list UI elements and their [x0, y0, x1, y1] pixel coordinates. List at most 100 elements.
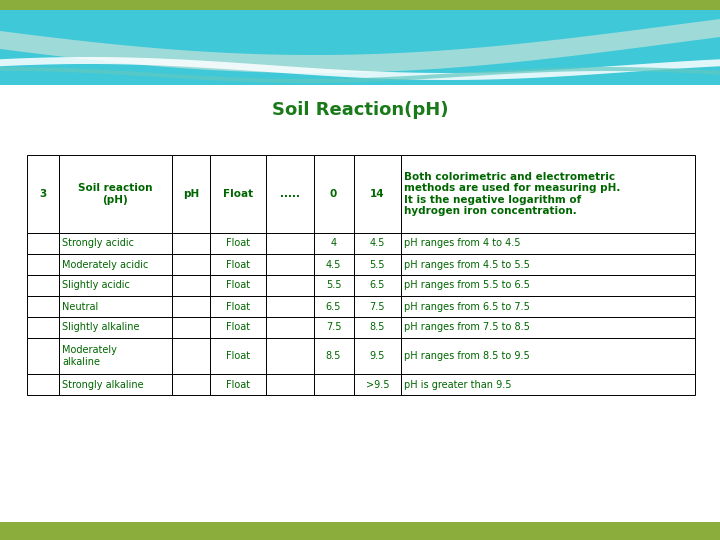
Text: 4.5: 4.5	[369, 239, 385, 248]
Polygon shape	[0, 19, 720, 73]
Text: 7.5: 7.5	[325, 322, 341, 333]
Bar	[266, 296, 313, 317]
Bar	[266, 338, 313, 374]
Bar	[59, 338, 171, 374]
Bar	[171, 296, 210, 317]
Text: Moderately
alkaline: Moderately alkaline	[62, 345, 117, 367]
Bar	[210, 233, 266, 254]
Bar	[401, 233, 695, 254]
Bar	[210, 317, 266, 338]
Text: pH ranges from 8.5 to 9.5: pH ranges from 8.5 to 9.5	[404, 351, 530, 361]
Text: Neutral: Neutral	[62, 301, 99, 312]
Polygon shape	[0, 57, 720, 80]
Polygon shape	[0, 67, 720, 83]
Text: 0: 0	[330, 189, 337, 199]
Text: Soil Reaction(pH): Soil Reaction(pH)	[271, 101, 449, 119]
Text: >9.5: >9.5	[366, 380, 389, 389]
Bar	[59, 275, 171, 296]
Bar	[313, 374, 354, 395]
Bar	[171, 338, 210, 374]
Text: 7.5: 7.5	[369, 301, 385, 312]
Text: pH ranges from 5.5 to 6.5: pH ranges from 5.5 to 6.5	[404, 280, 530, 291]
Bar	[27, 233, 59, 254]
Bar	[0, 10, 720, 85]
Bar	[27, 296, 59, 317]
Text: Float: Float	[226, 380, 250, 389]
Text: Float: Float	[226, 351, 250, 361]
Bar	[401, 155, 695, 233]
Bar	[354, 374, 401, 395]
Bar	[210, 275, 266, 296]
Text: Float: Float	[226, 301, 250, 312]
Bar	[401, 317, 695, 338]
Text: 6.5: 6.5	[369, 280, 385, 291]
Text: 9.5: 9.5	[369, 351, 385, 361]
Bar	[354, 296, 401, 317]
Text: 8.5: 8.5	[369, 322, 385, 333]
Bar	[59, 233, 171, 254]
Text: 5.5: 5.5	[325, 280, 341, 291]
Text: Float: Float	[223, 189, 253, 199]
Text: Float: Float	[226, 260, 250, 269]
Bar	[59, 254, 171, 275]
Bar	[354, 155, 401, 233]
Text: Soil reaction
(pH): Soil reaction (pH)	[78, 183, 153, 205]
Text: Float: Float	[226, 322, 250, 333]
Text: 5.5: 5.5	[369, 260, 385, 269]
Text: 3: 3	[40, 189, 47, 199]
Bar	[27, 338, 59, 374]
Bar	[401, 338, 695, 374]
Bar	[354, 233, 401, 254]
Bar	[171, 374, 210, 395]
Text: pH: pH	[183, 189, 199, 199]
Bar	[266, 317, 313, 338]
Text: 4.5: 4.5	[326, 260, 341, 269]
Text: Slightly alkaline: Slightly alkaline	[62, 322, 140, 333]
Bar	[313, 317, 354, 338]
Bar	[59, 374, 171, 395]
Bar	[210, 155, 266, 233]
Bar	[210, 254, 266, 275]
Bar	[401, 275, 695, 296]
Bar	[401, 254, 695, 275]
Bar	[354, 317, 401, 338]
Bar	[210, 338, 266, 374]
Text: Strongly alkaline: Strongly alkaline	[62, 380, 144, 389]
Bar	[27, 374, 59, 395]
Bar	[27, 275, 59, 296]
Text: pH ranges from 4.5 to 5.5: pH ranges from 4.5 to 5.5	[404, 260, 530, 269]
Text: .....: .....	[280, 189, 300, 199]
Bar	[171, 317, 210, 338]
Bar	[27, 317, 59, 338]
Bar	[313, 254, 354, 275]
Bar	[59, 296, 171, 317]
Bar	[171, 275, 210, 296]
Text: Strongly acidic: Strongly acidic	[62, 239, 134, 248]
Bar	[171, 233, 210, 254]
Bar	[59, 317, 171, 338]
Text: Both colorimetric and electrometric
methods are used for measuring pH.
It is the: Both colorimetric and electrometric meth…	[404, 172, 621, 217]
Text: 6.5: 6.5	[326, 301, 341, 312]
Bar	[266, 254, 313, 275]
Bar	[313, 296, 354, 317]
Bar	[313, 275, 354, 296]
Bar	[354, 338, 401, 374]
Text: Moderately acidic: Moderately acidic	[62, 260, 148, 269]
Bar	[401, 296, 695, 317]
Bar	[171, 254, 210, 275]
Bar	[59, 155, 171, 233]
Bar	[266, 275, 313, 296]
Text: 4: 4	[330, 239, 337, 248]
Text: pH ranges from 4 to 4.5: pH ranges from 4 to 4.5	[404, 239, 521, 248]
Text: pH ranges from 7.5 to 8.5: pH ranges from 7.5 to 8.5	[404, 322, 530, 333]
Text: Float: Float	[226, 280, 250, 291]
Bar	[354, 275, 401, 296]
Text: 8.5: 8.5	[326, 351, 341, 361]
Bar	[266, 374, 313, 395]
Text: Slightly acidic: Slightly acidic	[62, 280, 130, 291]
Bar	[27, 254, 59, 275]
Text: pH ranges from 6.5 to 7.5: pH ranges from 6.5 to 7.5	[404, 301, 530, 312]
Text: 14: 14	[370, 189, 384, 199]
Text: Float: Float	[226, 239, 250, 248]
Bar	[266, 233, 313, 254]
